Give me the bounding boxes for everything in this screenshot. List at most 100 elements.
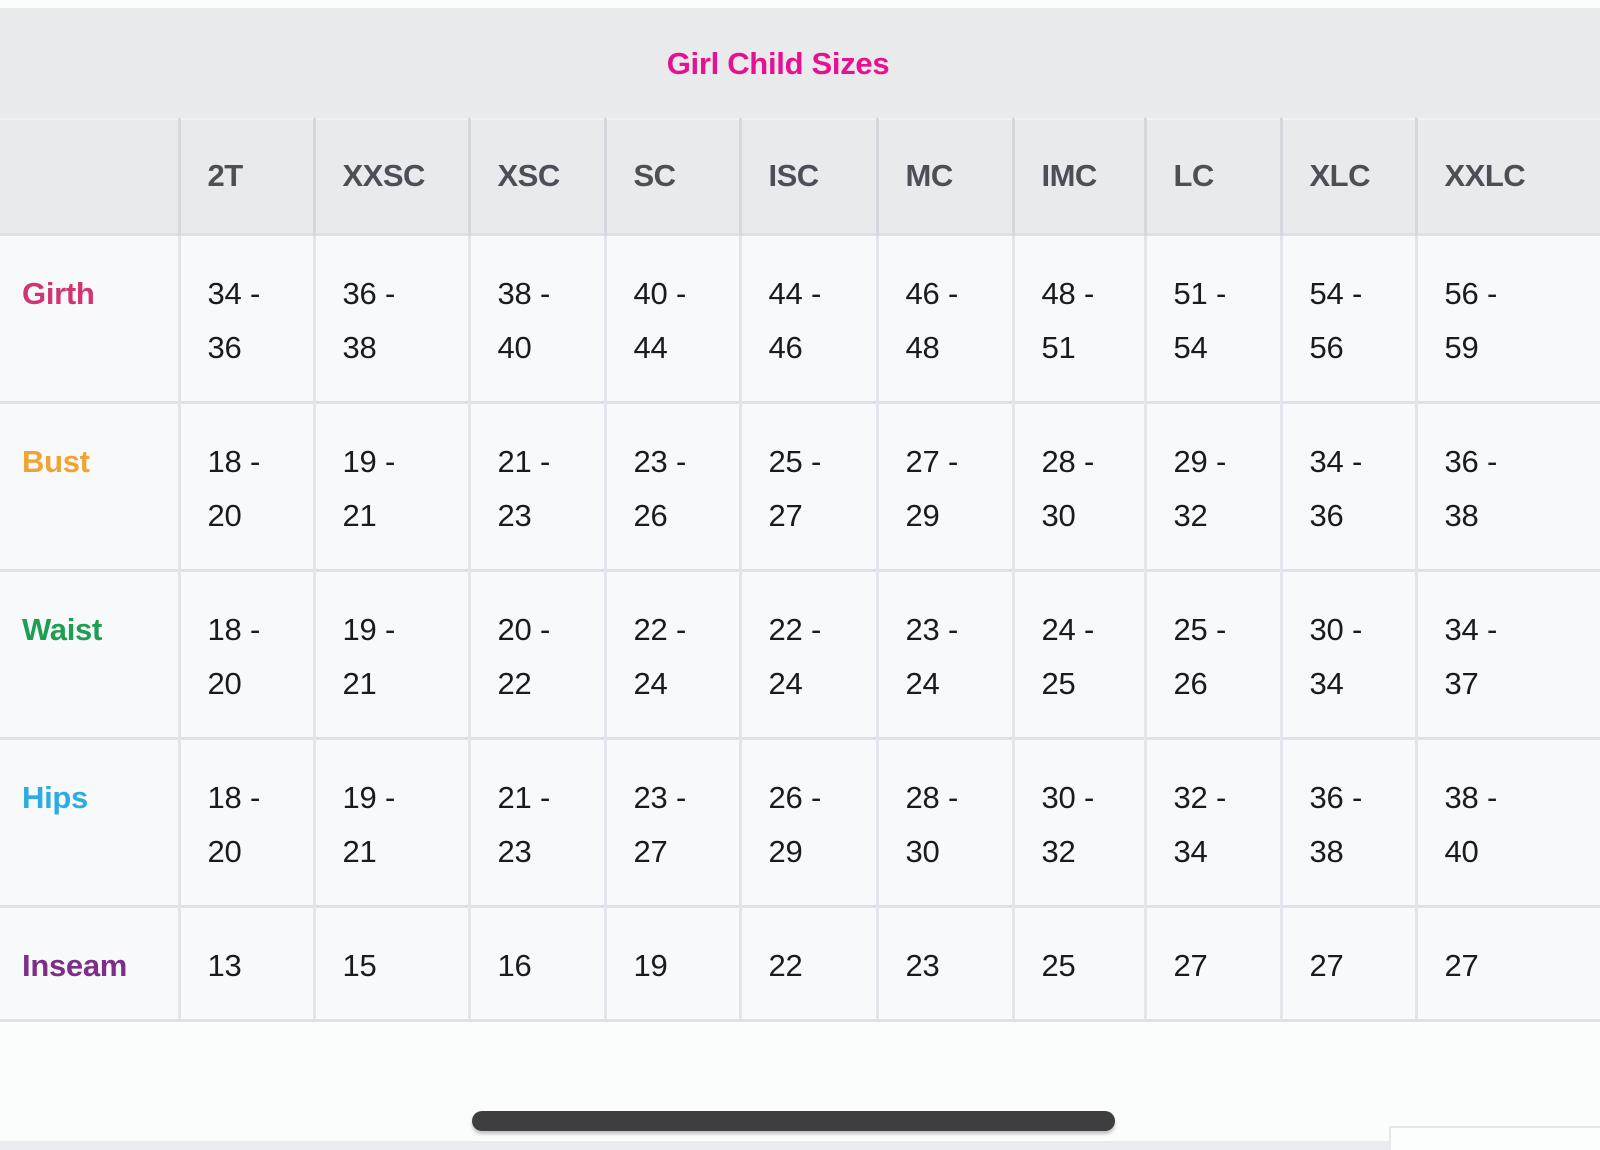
size-value-cell: 30 - 34 bbox=[1279, 569, 1416, 739]
size-value-cell: 20 - 22 bbox=[467, 569, 605, 739]
size-value: 21 - 23 bbox=[497, 780, 551, 869]
size-value-cell: 36 - 38 bbox=[1414, 401, 1600, 571]
size-value: 19 - 21 bbox=[342, 444, 396, 533]
table-row-bust: Bust 18 - 20 19 - 21 21 - 23 23 - 26 25 - 27 2… bbox=[0, 401, 1600, 571]
size-value: 34 - 36 bbox=[1309, 444, 1363, 533]
size-value: 36 - 38 bbox=[1444, 444, 1498, 533]
size-value: 25 - 27 bbox=[768, 444, 822, 533]
size-value-cell: 23 - 27 bbox=[603, 737, 740, 907]
size-value-cell: 24 - 25 bbox=[1011, 569, 1145, 739]
size-value: 23 bbox=[905, 948, 940, 983]
size-value: 18 - 20 bbox=[207, 780, 261, 869]
row-label-girth: Girth bbox=[0, 233, 179, 403]
size-value-cell: 36 - 38 bbox=[312, 233, 469, 403]
size-value-cell: 26 - 29 bbox=[738, 737, 877, 907]
corner-cell bbox=[0, 118, 179, 235]
size-value: 22 - 24 bbox=[633, 612, 687, 701]
size-value-cell: 19 - 21 bbox=[312, 737, 469, 907]
size-value-cell: 22 bbox=[738, 905, 877, 1022]
size-value-cell: 21 - 23 bbox=[467, 737, 605, 907]
size-value: 36 - 38 bbox=[342, 276, 396, 365]
size-value: 48 - 51 bbox=[1041, 276, 1095, 365]
size-value-cell: 29 - 32 bbox=[1143, 401, 1281, 571]
size-value-cell: 54 - 56 bbox=[1279, 233, 1416, 403]
size-value-cell: 22 - 24 bbox=[738, 569, 877, 739]
size-value-cell: 44 - 46 bbox=[738, 233, 877, 403]
size-value: 56 - 59 bbox=[1444, 276, 1498, 365]
size-value-cell: 28 - 30 bbox=[1011, 401, 1145, 571]
size-value: 27 bbox=[1173, 948, 1208, 983]
size-value: 19 - 21 bbox=[342, 780, 396, 869]
size-value: 23 - 26 bbox=[633, 444, 687, 533]
title-row: Girl Child Sizes bbox=[0, 8, 1600, 120]
size-value-cell: 34 - 37 bbox=[1414, 569, 1600, 739]
size-value: 38 - 40 bbox=[1444, 780, 1498, 869]
size-value: 19 bbox=[633, 948, 668, 983]
table-row-inseam: Inseam 13 15 16 19 22 23 25 27 27 27 bbox=[0, 905, 1600, 1022]
row-label-hips: Hips bbox=[0, 737, 179, 907]
size-value: 28 - 30 bbox=[1041, 444, 1095, 533]
column-header-imc: IMC bbox=[1011, 118, 1145, 235]
size-value: 30 - 32 bbox=[1041, 780, 1095, 869]
column-header-xxsc: XXSC bbox=[312, 118, 469, 235]
size-value: 20 - 22 bbox=[497, 612, 551, 701]
size-value-cell: 27 bbox=[1414, 905, 1600, 1022]
size-value: 27 bbox=[1309, 948, 1344, 983]
size-value: 15 bbox=[342, 948, 377, 983]
size-value: 18 - 20 bbox=[207, 444, 261, 533]
size-value-cell: 19 - 21 bbox=[312, 569, 469, 739]
size-value-cell: 38 - 40 bbox=[1414, 737, 1600, 907]
size-value: 54 - 56 bbox=[1309, 276, 1363, 365]
column-header-sc: SC bbox=[603, 118, 740, 235]
size-value-cell: 36 - 38 bbox=[1279, 737, 1416, 907]
column-header-xsc: XSC bbox=[467, 118, 605, 235]
size-value: 27 - 29 bbox=[905, 444, 959, 533]
size-value-cell: 23 - 26 bbox=[603, 401, 740, 571]
size-value-cell: 51 - 54 bbox=[1143, 233, 1281, 403]
row-label-waist: Waist bbox=[0, 569, 179, 739]
size-chart-scroll-area[interactable]: Girl Child Sizes 2T XXSC XSC SC ISC MC IMC LC XL… bbox=[0, 8, 1600, 1022]
size-value-cell: 23 - 24 bbox=[875, 569, 1013, 739]
table-title: Girl Child Sizes bbox=[0, 8, 1600, 120]
row-label-bust: Bust bbox=[0, 401, 179, 571]
table-row-girth: Girth 34 - 36 36 - 38 38 - 40 40 - 44 44 - 46… bbox=[0, 233, 1600, 403]
size-value-cell: 27 bbox=[1279, 905, 1416, 1022]
size-value: 19 - 21 bbox=[342, 612, 396, 701]
size-value: 18 - 20 bbox=[207, 612, 261, 701]
size-value: 34 - 36 bbox=[207, 276, 261, 365]
size-value: 16 bbox=[497, 948, 532, 983]
size-value: 25 - 26 bbox=[1173, 612, 1227, 701]
size-value: 22 - 24 bbox=[768, 612, 822, 701]
column-header-xxlc: XXLC bbox=[1414, 118, 1600, 235]
size-chart-table: Girl Child Sizes 2T XXSC XSC SC ISC MC IMC LC XL… bbox=[0, 8, 1600, 1022]
horizontal-scrollbar-thumb[interactable] bbox=[472, 1111, 1115, 1131]
size-value: 23 - 27 bbox=[633, 780, 687, 869]
size-value-cell: 18 - 20 bbox=[177, 737, 314, 907]
size-value: 46 - 48 bbox=[905, 276, 959, 365]
size-value: 27 bbox=[1444, 948, 1479, 983]
size-value: 28 - 30 bbox=[905, 780, 959, 869]
size-value: 22 bbox=[768, 948, 803, 983]
size-value-cell: 15 bbox=[312, 905, 469, 1022]
size-value-cell: 56 - 59 bbox=[1414, 233, 1600, 403]
size-value-cell: 48 - 51 bbox=[1011, 233, 1145, 403]
column-header-isc: ISC bbox=[738, 118, 877, 235]
bottom-bar bbox=[0, 1141, 1600, 1150]
column-header-row: 2T XXSC XSC SC ISC MC IMC LC XLC XXLC bbox=[0, 118, 1600, 235]
column-header-lc: LC bbox=[1143, 118, 1281, 235]
size-value-cell: 25 - 27 bbox=[738, 401, 877, 571]
size-value: 44 - 46 bbox=[768, 276, 822, 365]
size-value: 30 - 34 bbox=[1309, 612, 1363, 701]
column-header-xlc: XLC bbox=[1279, 118, 1416, 235]
size-value-cell: 30 - 32 bbox=[1011, 737, 1145, 907]
size-value-cell: 16 bbox=[467, 905, 605, 1022]
size-value-cell: 19 bbox=[603, 905, 740, 1022]
size-value-cell: 40 - 44 bbox=[603, 233, 740, 403]
size-value: 32 - 34 bbox=[1173, 780, 1227, 869]
size-value: 40 - 44 bbox=[633, 276, 687, 365]
size-value-cell: 32 - 34 bbox=[1143, 737, 1281, 907]
size-value: 26 - 29 bbox=[768, 780, 822, 869]
column-header-mc: MC bbox=[875, 118, 1013, 235]
size-value: 25 bbox=[1041, 948, 1076, 983]
